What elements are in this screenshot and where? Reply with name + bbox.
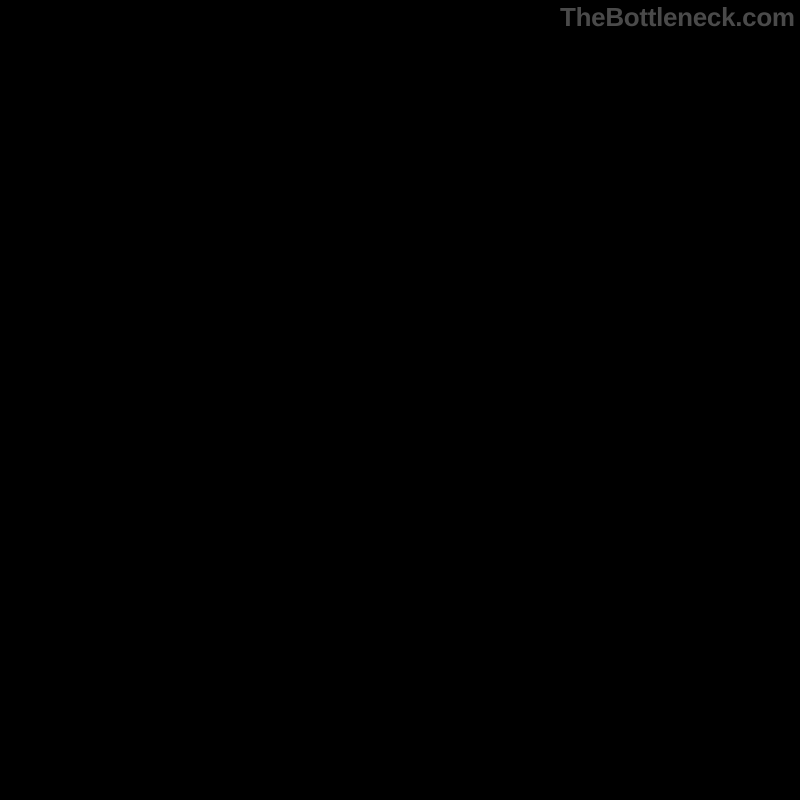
- outer-black-frame: [0, 0, 800, 800]
- watermark-text: TheBottleneck.com: [560, 2, 795, 33]
